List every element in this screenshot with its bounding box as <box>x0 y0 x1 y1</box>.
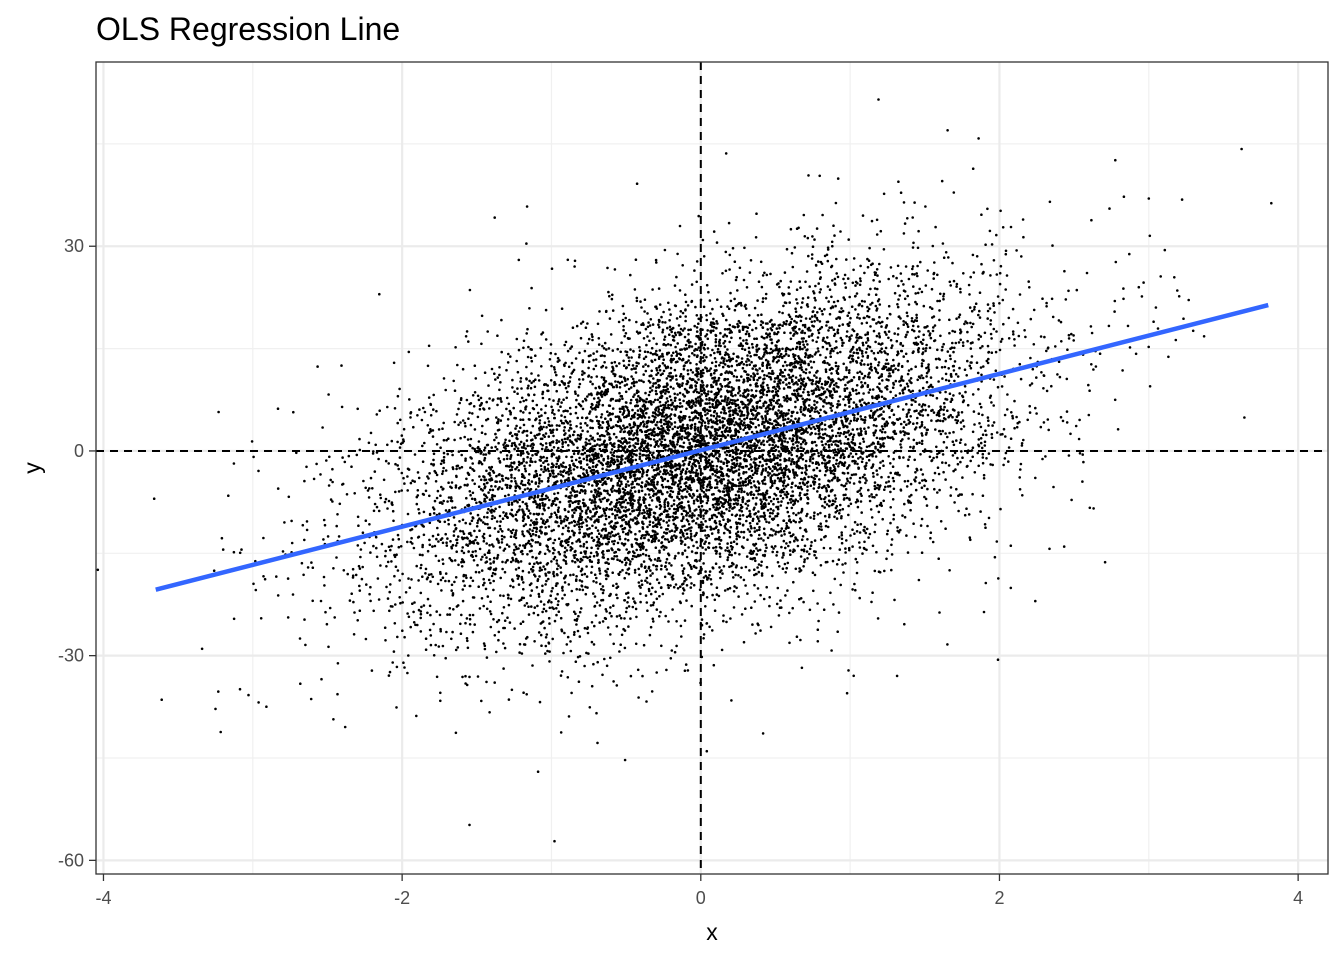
x-tick-label: 2 <box>994 888 1004 908</box>
reference-lines <box>96 62 1328 874</box>
x-tick-label: -4 <box>95 888 111 908</box>
x-axis: -4 -2 0 2 4 <box>95 874 1303 908</box>
x-tick-label: 0 <box>696 888 706 908</box>
x-tick-label: 4 <box>1293 888 1303 908</box>
regression-line <box>155 302 1269 592</box>
y-tick-label: -60 <box>58 850 84 870</box>
y-axis: -60 -30 0 30 <box>58 236 96 870</box>
x-tick-label: -2 <box>394 888 410 908</box>
y-tick-label: 30 <box>64 236 84 256</box>
y-tick-label: 0 <box>74 441 84 461</box>
regression-line-group <box>155 302 1269 592</box>
scatter-point-cloud <box>96 98 1273 843</box>
scatter-points <box>96 98 1273 843</box>
chart-title: OLS Regression Line <box>96 11 400 47</box>
y-tick-label: -30 <box>58 646 84 666</box>
x-axis-label: x <box>706 919 718 945</box>
panel-border <box>95 61 1329 875</box>
y-axis-label: y <box>19 462 45 474</box>
